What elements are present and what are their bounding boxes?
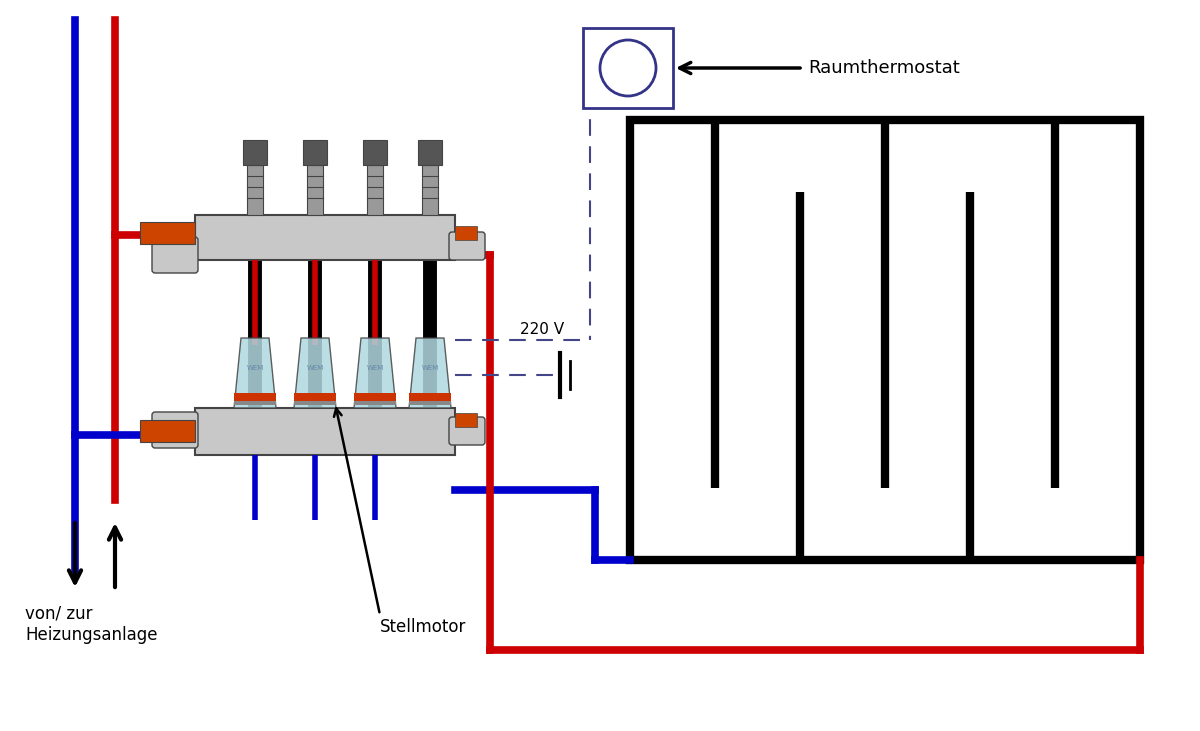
Bar: [242, 140, 266, 165]
Bar: [354, 393, 396, 405]
Text: von/ zur
Heizungsanlage: von/ zur Heizungsanlage: [25, 605, 157, 644]
Bar: [455, 413, 478, 427]
Circle shape: [600, 40, 656, 96]
Bar: [294, 393, 336, 405]
Bar: [455, 226, 478, 240]
Text: Stellmotor: Stellmotor: [380, 618, 467, 636]
FancyBboxPatch shape: [152, 412, 198, 448]
Text: WEM: WEM: [306, 365, 324, 371]
Bar: [194, 408, 455, 455]
Polygon shape: [354, 338, 396, 408]
Bar: [354, 393, 396, 401]
FancyBboxPatch shape: [449, 417, 485, 445]
Bar: [583, 28, 673, 108]
Text: WEM: WEM: [421, 365, 439, 371]
Bar: [140, 222, 194, 244]
Polygon shape: [409, 338, 451, 408]
FancyBboxPatch shape: [152, 237, 198, 273]
Bar: [409, 393, 451, 401]
Text: WEM: WEM: [366, 365, 384, 371]
Bar: [234, 393, 276, 405]
Bar: [302, 140, 326, 165]
Polygon shape: [294, 338, 336, 408]
Bar: [234, 393, 276, 401]
Bar: [364, 140, 386, 165]
Bar: [307, 160, 323, 215]
Bar: [630, 120, 1140, 560]
Bar: [409, 393, 451, 405]
Text: 220 V: 220 V: [520, 322, 564, 337]
Bar: [294, 393, 336, 401]
Bar: [194, 215, 455, 260]
Bar: [367, 160, 383, 215]
FancyBboxPatch shape: [449, 232, 485, 260]
Bar: [422, 160, 438, 215]
Polygon shape: [234, 338, 276, 408]
Bar: [418, 140, 442, 165]
Bar: [247, 160, 263, 215]
Text: Raumthermostat: Raumthermostat: [808, 59, 960, 77]
Bar: [140, 420, 194, 442]
Text: WEM: WEM: [246, 365, 264, 371]
